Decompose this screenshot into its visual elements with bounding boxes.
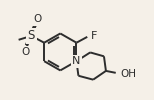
Text: O: O	[21, 47, 30, 57]
Text: N: N	[72, 56, 81, 66]
Text: O: O	[33, 14, 41, 24]
Text: S: S	[28, 29, 35, 42]
Text: OH: OH	[121, 69, 137, 79]
Text: F: F	[91, 31, 98, 41]
